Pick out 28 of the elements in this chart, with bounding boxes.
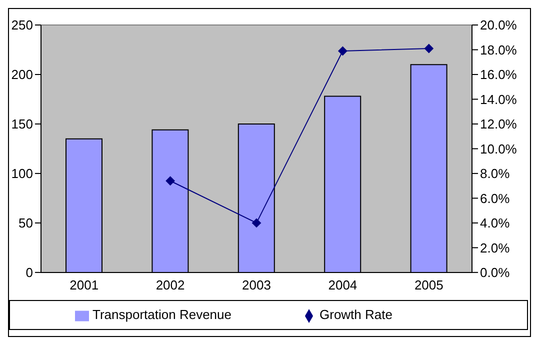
legend-label: Transportation Revenue (92, 307, 232, 322)
x-tick-label: 2002 (156, 278, 185, 293)
y2-tick-label: 0.0% (480, 265, 510, 280)
point (252, 218, 261, 228)
point (424, 44, 434, 54)
y-tick-label: 200 (11, 67, 33, 82)
y-tick-label: 150 (11, 116, 33, 132)
y2-tick-label: 16.0% (480, 67, 518, 82)
y2-tick-label: 20.0% (480, 18, 518, 33)
x-tick-label: 2003 (242, 278, 271, 293)
y2-tick-label: 12.0% (480, 116, 518, 132)
legend-label: Growth Rate (320, 307, 392, 322)
y2-tick-label: 4.0% (480, 216, 510, 231)
point (166, 176, 175, 186)
y2-tick-label: 6.0% (480, 190, 510, 206)
y2-tick-label: 2.0% (480, 240, 510, 256)
y-tick-label: 0 (26, 265, 33, 280)
y2-tick-label: 8.0% (480, 166, 510, 182)
y-tick-label: 100 (11, 166, 33, 182)
y-tick-label: 50 (18, 216, 33, 231)
x-tick-label: 2005 (414, 278, 444, 293)
y2-tick-label: 18.0% (480, 42, 518, 58)
point (338, 46, 348, 56)
x-tick-label: 2004 (328, 278, 358, 293)
x-tick-label: 2001 (70, 278, 99, 293)
y-tick-label: 250 (11, 18, 33, 33)
y2-tick-label: 14.0% (480, 92, 518, 107)
y2-tick-label: 10.0% (480, 141, 518, 156)
